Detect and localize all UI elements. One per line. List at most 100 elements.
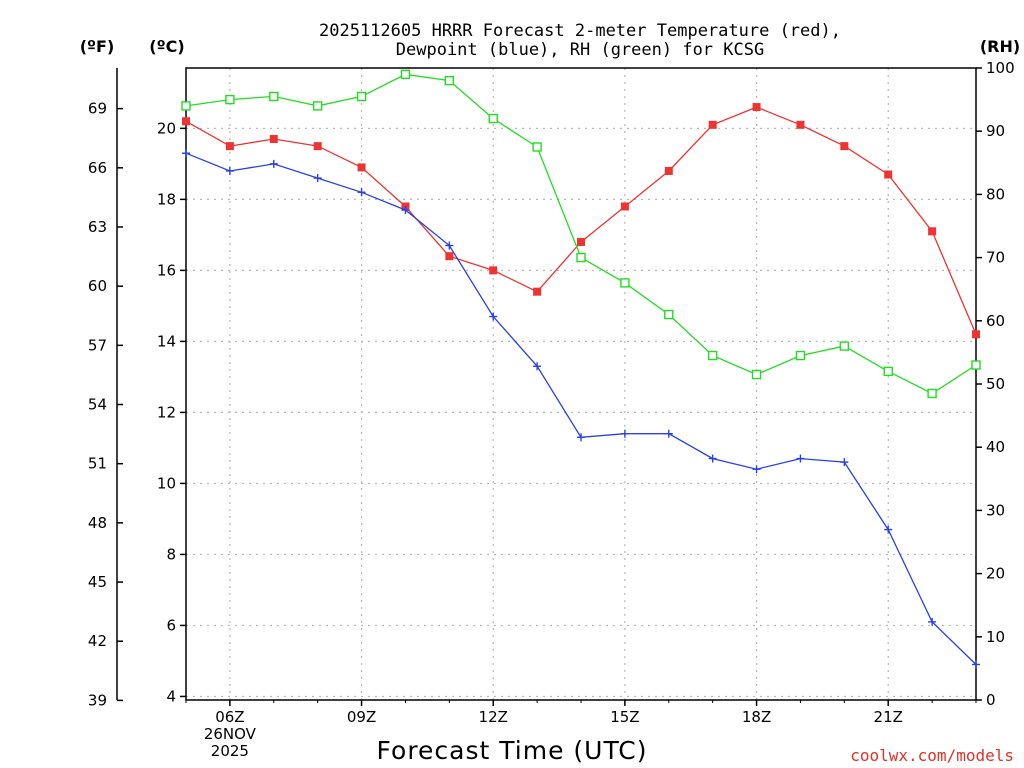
fahrenheit-tick-label: 57 xyxy=(88,336,107,354)
rh-point xyxy=(532,142,542,152)
temperature-point xyxy=(708,120,717,129)
celsius-unit-label: (ºC) xyxy=(149,37,184,56)
temperature-point xyxy=(269,135,278,144)
celsius-tick-label: 16 xyxy=(157,261,176,279)
temperature-point xyxy=(884,170,893,179)
data-series xyxy=(181,69,981,669)
celsius-tick-label: 4 xyxy=(166,687,176,705)
rh-tick-label: 30 xyxy=(986,501,1005,519)
rh-tick-label: 60 xyxy=(986,312,1005,330)
rh-point xyxy=(751,369,762,380)
celsius-tick-label: 14 xyxy=(157,332,176,350)
temperature-point xyxy=(620,202,629,211)
celsius-tick-label: 20 xyxy=(157,119,176,137)
rh-tick-label: 20 xyxy=(986,565,1005,583)
temperature-point xyxy=(840,142,849,151)
temperature-point xyxy=(928,227,937,236)
rh-unit-label: (RH) xyxy=(980,37,1020,56)
rh-point xyxy=(225,94,235,105)
temperature-point xyxy=(664,166,673,175)
temperature-point xyxy=(182,117,190,126)
dewpoint-point xyxy=(708,454,717,463)
dewpoint-point xyxy=(269,159,278,168)
fahrenheit-tick-label: 69 xyxy=(88,100,107,118)
rh-tick-label: 50 xyxy=(986,375,1005,393)
fahrenheit-tick-label: 54 xyxy=(88,396,107,414)
dewpoint-point xyxy=(796,454,805,463)
dewpoint-point xyxy=(182,149,190,158)
rh-point xyxy=(312,101,323,111)
grid-lines xyxy=(186,68,976,700)
x-tick-label: 09Z xyxy=(347,708,376,726)
rh-tick-label: 0 xyxy=(986,691,996,709)
celsius-tick-label: 12 xyxy=(157,403,176,421)
rh-tick-label: 10 xyxy=(986,628,1005,646)
fahrenheit-unit-label: (ºF) xyxy=(80,37,115,56)
rh-tick-label: 80 xyxy=(986,185,1005,203)
fahrenheit-tick-label: 48 xyxy=(88,514,107,532)
temperature-line xyxy=(185,106,977,335)
rh-point xyxy=(400,69,411,80)
rh-point xyxy=(795,350,806,361)
temperature-point xyxy=(972,330,980,339)
temperature-point xyxy=(313,142,322,151)
plot-frame xyxy=(185,67,977,701)
rh-point xyxy=(707,350,718,361)
x-tick-label: 12Z xyxy=(479,708,508,726)
rh-point xyxy=(356,91,367,102)
dewpoint-point xyxy=(664,429,673,438)
rh-point xyxy=(444,75,455,86)
fahrenheit-tick-label: 39 xyxy=(88,691,107,709)
rh-tick-label: 40 xyxy=(986,438,1005,456)
rh-point xyxy=(883,366,893,377)
temperature-point xyxy=(577,237,585,246)
fahrenheit-tick-label: 45 xyxy=(88,573,107,591)
celsius-tick-label: 10 xyxy=(157,474,176,492)
x-tick-label: 26NOV xyxy=(204,725,257,743)
x-tick-label: 21Z xyxy=(874,708,903,726)
credit-text[interactable]: coolwx.com/models xyxy=(850,746,1014,765)
temperature-point xyxy=(357,163,366,172)
celsius-tick-label: 18 xyxy=(157,190,176,208)
temperature-point xyxy=(796,120,805,129)
dewpoint-point xyxy=(752,465,761,474)
fahrenheit-tick-label: 63 xyxy=(88,218,107,236)
dewpoint-point xyxy=(928,617,937,626)
dewpoint-point xyxy=(620,429,629,438)
temperature-point xyxy=(752,103,761,112)
celsius-tick-label: 6 xyxy=(166,616,176,634)
dewpoint-point xyxy=(445,241,454,250)
chart-title-line-2: Dewpoint (blue), RH (green) for KCSG xyxy=(396,40,764,60)
rh-tick-label: 90 xyxy=(986,122,1005,140)
rh-point xyxy=(664,309,674,320)
x-tick-label: 2025 xyxy=(211,742,249,760)
dewpoint-line xyxy=(185,152,977,665)
rh-point xyxy=(971,360,981,370)
rh-point xyxy=(927,388,937,399)
dewpoint-point xyxy=(840,458,849,467)
rh-tick-label: 70 xyxy=(986,249,1005,267)
temperature-point xyxy=(533,287,542,296)
celsius-tick-label: 8 xyxy=(166,545,176,563)
rh-point xyxy=(620,278,630,288)
rh-point xyxy=(488,113,498,124)
dewpoint-point xyxy=(884,525,893,534)
temperature-point xyxy=(445,252,454,261)
chart-title-line-1: 2025112605 HRRR Forecast 2-meter Tempera… xyxy=(319,21,841,41)
rh-tick-label: 100 xyxy=(986,59,1015,77)
temperature-point xyxy=(225,142,234,151)
dewpoint-point xyxy=(577,433,585,442)
dewpoint-point xyxy=(401,206,410,215)
rh-point xyxy=(269,91,279,102)
rh-line xyxy=(185,73,977,395)
x-tick-label: 18Z xyxy=(742,708,771,726)
fahrenheit-tick-label: 66 xyxy=(88,159,107,177)
x-tick-label: 06Z xyxy=(215,708,244,726)
fahrenheit-tick-label: 42 xyxy=(88,632,107,650)
rh-point xyxy=(181,101,191,111)
rh-point xyxy=(839,341,850,351)
dewpoint-point xyxy=(489,312,498,321)
x-axis-label: Forecast Time (UTC) xyxy=(377,736,648,765)
